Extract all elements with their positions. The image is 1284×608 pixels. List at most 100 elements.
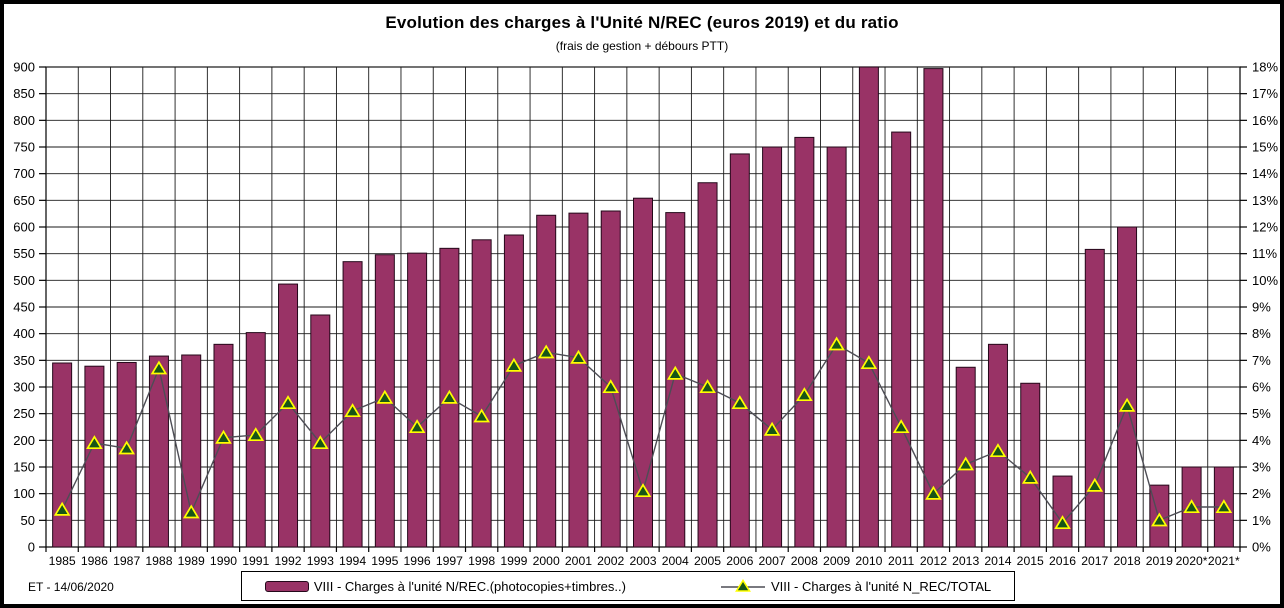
year-label: 1991 (242, 554, 269, 568)
year-label: 1988 (145, 554, 172, 568)
triangle-marker (699, 379, 716, 394)
triangle-marker (957, 456, 974, 471)
year-label: 2004 (662, 554, 689, 568)
year-label: 1985 (49, 554, 76, 568)
line-series-label: VIII - Charges à l'unité N_REC/TOTAL (770, 578, 992, 594)
right-axis-tick-label: 17% (1252, 86, 1278, 101)
year-label: 2017 (1081, 554, 1108, 568)
right-axis-tick-label: 0% (1252, 540, 1271, 555)
triangle-marker (1118, 397, 1136, 412)
left-axis-tick-label: 900 (13, 60, 35, 75)
left-axis-tick-label: 850 (13, 86, 35, 101)
bar-series-label: VIII - Charges à l'unité N/REC.(photocop… (313, 578, 626, 594)
triangle-marker (989, 443, 1007, 458)
bar (729, 153, 750, 548)
bar (762, 146, 783, 548)
right-axis-tick-label: 18% (1252, 60, 1278, 75)
year-axis-labels: 1985 1986 1987 1988 1989 1990 1991 1992 1993 1994… (49, 554, 1240, 568)
right-axis-tick-label: 7% (1252, 353, 1271, 368)
triangle-marker (1151, 512, 1168, 527)
year-label: 2020* (1176, 554, 1208, 568)
year-label: 2019 (1146, 554, 1173, 568)
left-axis-tick-label: 150 (13, 460, 35, 475)
year-label: 1994 (339, 554, 366, 568)
left-axis-tick-label: 50 (21, 513, 35, 528)
triangle-marker (473, 408, 490, 423)
year-label: 1992 (274, 554, 301, 568)
right-axis-tick-label: 15% (1252, 140, 1278, 155)
bar (923, 68, 944, 548)
right-axis-tick-label: 6% (1252, 380, 1271, 395)
left-axis-tick-label: 100 (13, 486, 35, 501)
bar (568, 212, 589, 548)
triangle-marker (925, 485, 942, 500)
chart-subtitle: (frais de gestion + débours PTT) (555, 39, 729, 53)
triangle-marker (182, 504, 200, 519)
bar (278, 283, 299, 548)
triangle-marker (150, 360, 168, 375)
left-axis-tick-label: 250 (13, 406, 35, 421)
year-label: 2008 (791, 554, 818, 568)
right-axis-tick-label: 4% (1252, 433, 1271, 448)
bar (148, 355, 169, 548)
right-axis-labels: 0% 1% 2% 3% 4% 5% 6% 7% 8% 9% 10% 11% 12% 13% 14% 15% 16… (1252, 60, 1278, 555)
year-label: 2011 (888, 554, 914, 568)
left-axis-tick-label: 800 (13, 113, 35, 128)
left-axis-tick-label: 300 (13, 380, 35, 395)
triangle-marker (441, 389, 458, 404)
bar (407, 252, 428, 548)
right-axis-tick-label: 5% (1252, 406, 1271, 421)
triangle-marker (118, 440, 135, 455)
year-label: 1998 (468, 554, 495, 568)
year-label: 1986 (81, 554, 108, 568)
triangle-marker (1215, 499, 1233, 514)
bar (213, 343, 234, 548)
bar (1052, 475, 1073, 548)
right-axis-tick-label: 12% (1252, 220, 1278, 235)
bar (1117, 226, 1138, 548)
legend-item-line: VIII - Charges à l'unité N_REC/TOTAL (720, 579, 991, 594)
triangle-marker (247, 427, 265, 442)
year-label: 2021* (1208, 554, 1240, 568)
triangle-marker (828, 336, 845, 351)
triangle-marker (1021, 469, 1039, 484)
year-label: 2013 (952, 554, 979, 568)
triangle-marker (537, 344, 555, 359)
triangle-marker (860, 355, 878, 370)
triangle-marker (796, 387, 813, 402)
triangle-marker (1054, 515, 1071, 530)
left-axis-tick-label: 600 (13, 220, 35, 235)
right-axis-tick-label: 2% (1252, 486, 1271, 501)
right-axis-tick-label: 1% (1252, 513, 1271, 528)
year-label: 1993 (307, 554, 334, 568)
chart-title: Evolution des charges à l'Unité N/REC (e… (385, 13, 899, 32)
right-axis-tick-label: 8% (1252, 326, 1271, 341)
triangle-marker (1086, 477, 1104, 492)
ratio-line-group (53, 336, 1233, 530)
right-axis-tick-label: 11% (1252, 246, 1277, 261)
right-axis-tick-label: 16% (1252, 113, 1278, 128)
triangle-marker (763, 421, 781, 436)
bar (858, 66, 879, 548)
left-axis-tick-label: 700 (13, 166, 35, 181)
bar (471, 239, 492, 548)
left-axis-tick-label: 200 (13, 433, 35, 448)
bar (891, 131, 912, 548)
bar (52, 362, 73, 548)
year-label: 2015 (1017, 554, 1044, 568)
year-label: 2018 (1113, 554, 1140, 568)
bar (84, 365, 105, 548)
bar (600, 210, 621, 548)
bar (794, 136, 815, 548)
year-label: 1997 (436, 554, 463, 568)
year-label: 2007 (759, 554, 786, 568)
left-axis-labels: 0 50 100 150 200 250 300 350 400 450 500 550 600 650 7… (13, 60, 35, 555)
triangle-marker (376, 389, 394, 404)
bar (536, 214, 557, 548)
year-label: 1995 (371, 554, 398, 568)
year-label: 2002 (597, 554, 624, 568)
year-label: 1996 (404, 554, 431, 568)
triangle-marker (86, 435, 103, 450)
bar (665, 212, 686, 548)
